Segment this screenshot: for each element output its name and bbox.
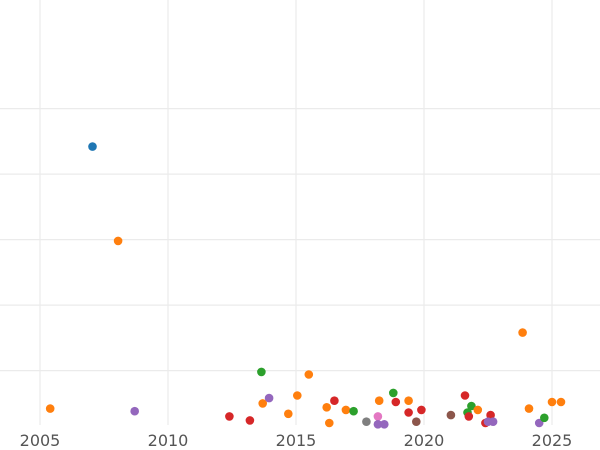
- data-point-orange-25: [404, 396, 413, 406]
- data-point-orange-34: [473, 405, 483, 415]
- x-tick-label-2015: 2015: [276, 431, 317, 450]
- data-point-purple-21: [373, 420, 383, 429]
- data-point-orange-14: [325, 418, 334, 428]
- data-point-purple-9: [264, 393, 274, 403]
- data-point-orange-13: [322, 403, 332, 412]
- data-points: [45, 142, 566, 429]
- data-point-orange-39: [524, 404, 534, 413]
- data-point-purple-22: [380, 420, 389, 429]
- x-tick-label-2025: 2025: [532, 431, 573, 450]
- data-point-orange-11: [293, 391, 302, 400]
- data-point-brown-29: [446, 410, 456, 420]
- data-point-red-24: [391, 397, 401, 407]
- data-point-green-7: [257, 367, 266, 377]
- data-point-gray-18: [362, 417, 371, 427]
- data-point-orange-16: [341, 405, 351, 415]
- x-axis-ticks: 2005 2010 2015 2020 2025: [20, 431, 573, 450]
- data-point-red-36: [486, 410, 495, 420]
- data-point-orange-8: [258, 399, 268, 408]
- data-point-orange-2: [518, 328, 527, 337]
- data-point-pink-19: [373, 412, 383, 421]
- data-point-orange-1: [113, 236, 123, 246]
- data-point-red-32: [464, 412, 474, 421]
- data-point-red-5: [225, 412, 234, 421]
- data-point-brown-27: [412, 417, 421, 427]
- data-point-green-17: [349, 406, 358, 416]
- data-point-orange-3: [45, 404, 55, 413]
- data-point-orange-10: [284, 409, 293, 419]
- data-point-orange-20: [374, 396, 384, 406]
- data-point-purple-38: [488, 417, 498, 427]
- data-point-green-33: [467, 401, 476, 411]
- data-point-red-28: [417, 405, 426, 415]
- data-point-red-30: [460, 391, 470, 400]
- data-point-green-41: [540, 413, 549, 423]
- x-tick-label-2010: 2010: [148, 431, 189, 450]
- x-tick-label-2005: 2005: [20, 431, 61, 450]
- data-point-red-26: [404, 408, 413, 417]
- data-point-red-15: [330, 396, 339, 406]
- data-point-green-23: [389, 388, 398, 398]
- data-point-purple-4: [130, 406, 139, 416]
- x-tick-label-2020: 2020: [404, 431, 445, 450]
- data-point-blue-0: [88, 142, 97, 151]
- data-point-orange-42: [547, 397, 557, 407]
- data-point-orange-12: [304, 370, 314, 379]
- data-point-red-6: [245, 416, 255, 425]
- data-point-orange-43: [556, 397, 566, 407]
- grid-lines: [0, 0, 600, 425]
